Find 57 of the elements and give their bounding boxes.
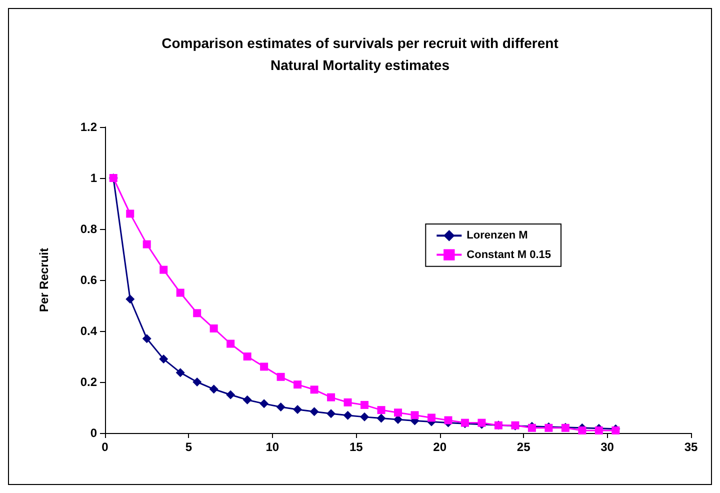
point: [159, 354, 168, 364]
x-tick-label: 20: [433, 440, 447, 454]
y-tick-label: 0.4: [80, 324, 98, 338]
point: [360, 400, 369, 409]
legend-label: Lorenzen M: [466, 230, 528, 242]
point: [209, 384, 218, 394]
point: [126, 210, 134, 218]
point: [176, 368, 185, 378]
point: [327, 393, 336, 402]
point: [226, 340, 235, 348]
point: [310, 407, 319, 416]
point: [594, 426, 603, 434]
point: [226, 390, 236, 400]
x-tick-label: 25: [516, 440, 531, 454]
point: [192, 378, 202, 386]
x-tick-label: 10: [266, 440, 280, 454]
point: [160, 266, 168, 274]
point: [210, 324, 218, 332]
point: [578, 426, 586, 434]
point: [343, 410, 352, 420]
point: [410, 411, 419, 420]
point: [326, 409, 336, 418]
point: [242, 395, 252, 404]
y-axis-title: Per Recruit: [37, 248, 51, 312]
point: [360, 412, 370, 422]
y-tick-label: 0.8: [80, 222, 98, 236]
point: [260, 399, 269, 408]
point: [394, 408, 402, 417]
point: [427, 414, 436, 422]
point: [276, 402, 286, 412]
legend-label: Constant M 0.15: [466, 248, 552, 261]
point: [193, 309, 202, 318]
point: [276, 372, 285, 381]
y-tick-label: 1.2: [80, 120, 98, 134]
point: [293, 405, 302, 414]
y-tick-label: 0.6: [80, 273, 98, 287]
x-tick-label: 15: [349, 440, 364, 454]
chart-title: Comparison estimates of survivals per recruit with different Natural Mortality estimates: [162, 35, 559, 73]
point: [260, 362, 268, 371]
y-tick-label: 1: [90, 171, 98, 185]
x-tick-label: 0: [102, 440, 109, 454]
y-tick-label: 0.2: [80, 375, 98, 389]
point: [344, 398, 352, 406]
x-tick-label: 35: [684, 440, 698, 454]
point: [126, 294, 135, 304]
point: [243, 352, 252, 360]
point: [142, 334, 152, 344]
point: [294, 380, 302, 389]
point: [377, 406, 386, 414]
point: [176, 288, 184, 297]
x-tick-label: 5: [185, 440, 192, 454]
point: [444, 416, 452, 424]
point: [376, 414, 386, 423]
y-tick-label: 0: [90, 426, 98, 440]
x-tick-label: 30: [600, 440, 614, 454]
point: [142, 240, 151, 248]
point: [310, 386, 318, 394]
